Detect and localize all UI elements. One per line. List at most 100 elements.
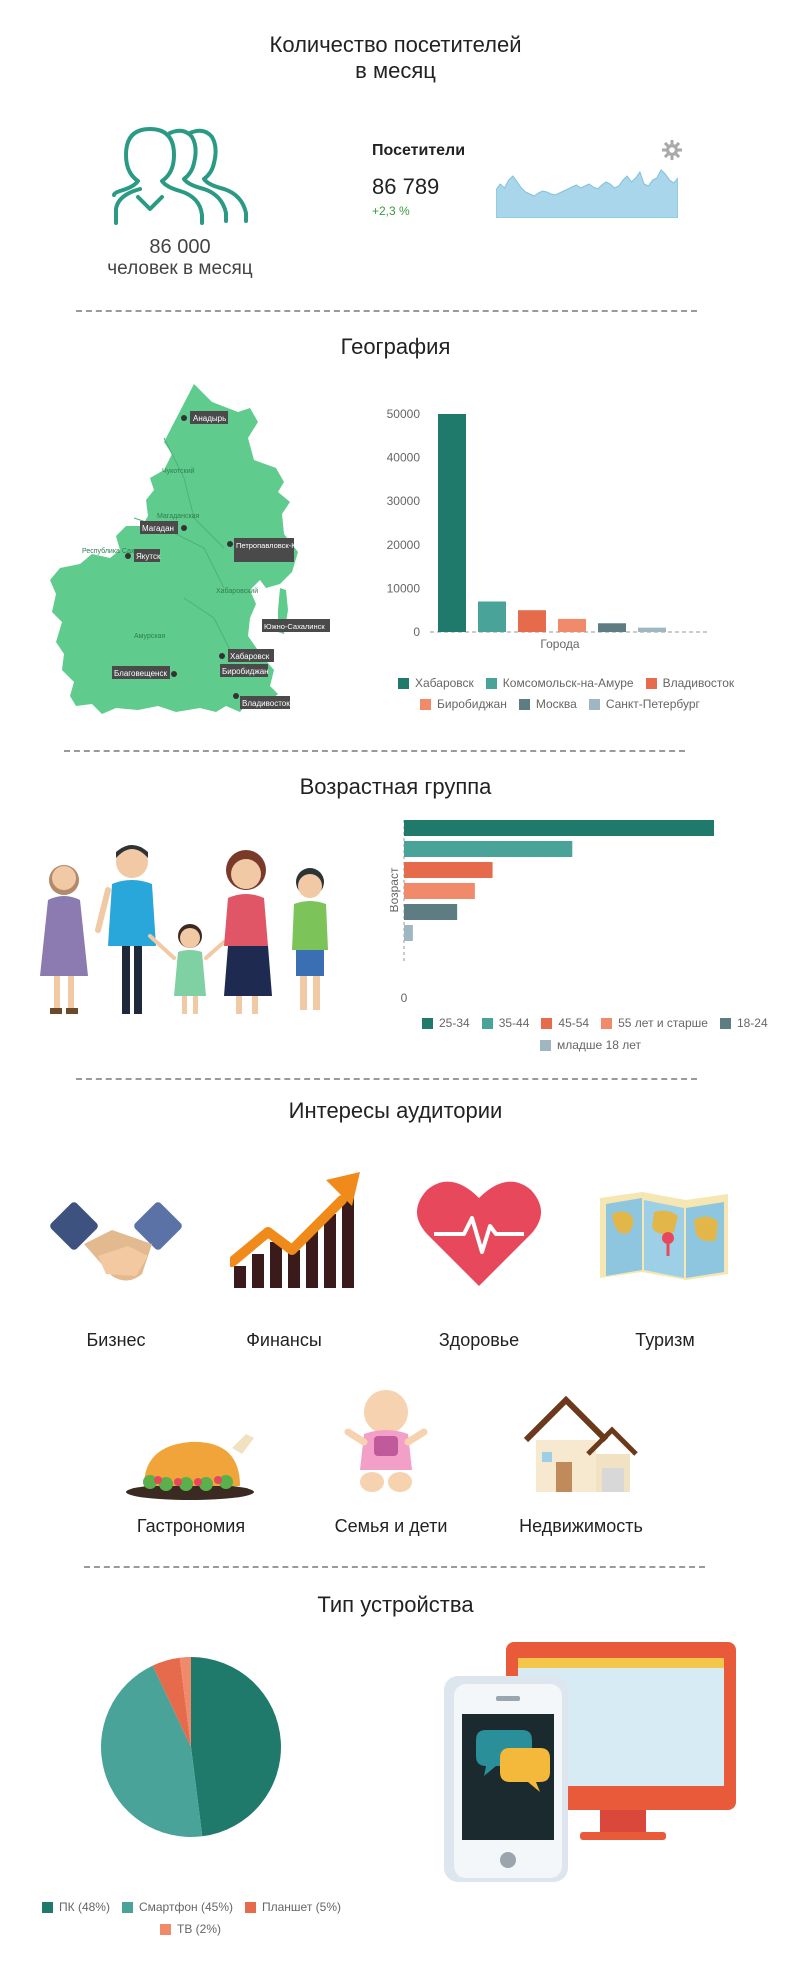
geo-bar xyxy=(438,414,466,632)
devices-pie-chart xyxy=(101,1657,281,1837)
age-bar xyxy=(404,925,413,941)
age-bar xyxy=(404,862,493,878)
map-label-magadan: Магадан xyxy=(142,524,174,533)
pie-legend-swatch xyxy=(42,1901,53,1913)
pie-slice xyxy=(101,1665,203,1837)
geo-bar xyxy=(518,610,546,632)
pie-legend-swatch xyxy=(244,1901,256,1913)
age-legend-swatch xyxy=(719,1017,731,1029)
geography-bar-chart: 0 10000 20000 30000 40000 50000 Города xyxy=(387,407,710,651)
geo-y-tick-label: 10000 xyxy=(387,581,421,595)
geo-legend-swatch xyxy=(645,677,657,689)
age-legend-item[interactable]: 25-34 xyxy=(422,1016,470,1030)
map-label-khabarovsk: Хабаровск xyxy=(230,652,270,661)
divider-1 xyxy=(76,310,697,312)
age-legend-row-2: младше 18 лет xyxy=(540,1038,653,1054)
geo-legend-label: Биробиджан xyxy=(437,697,507,711)
interest-label-realestate: Недвижимость xyxy=(519,1516,643,1536)
geo-legend-swatch xyxy=(485,677,497,689)
svg-text:Амурская: Амурская xyxy=(134,633,165,640)
map-label-blagoveshchensk: Благовещенск xyxy=(114,669,167,678)
age-legend-label: младше 18 лет xyxy=(557,1038,642,1052)
geo-y-tick-label: 20000 xyxy=(387,538,421,552)
geo-legend-swatch xyxy=(518,698,530,710)
gear-icon[interactable] xyxy=(662,140,682,160)
real-estate-house-icon xyxy=(523,1396,638,1492)
geo-bar xyxy=(598,623,626,632)
mom-figure xyxy=(224,850,272,1014)
geo-legend-item[interactable]: Санкт-Петербург xyxy=(588,697,700,711)
age-legend-item[interactable]: 45-54 xyxy=(541,1016,589,1030)
interest-label-finance: Финансы xyxy=(246,1330,322,1350)
geo-legend-item[interactable]: Москва xyxy=(518,697,577,711)
geo-bar xyxy=(478,601,506,632)
age-legend-swatch xyxy=(601,1017,613,1029)
pie-slice xyxy=(179,1657,191,1747)
geo-y-tick-label: 50000 xyxy=(387,407,421,421)
visitors-count-caption: человек в месяц xyxy=(107,258,253,279)
handshake-icon xyxy=(50,1202,182,1281)
devices-legend-row-1: ПК (48%) Смартфон (45%) Планшет (5%) xyxy=(42,1900,353,1916)
age-legend-item[interactable]: 18-24 xyxy=(719,1016,768,1030)
geo-legend-item[interactable]: Биробиджан xyxy=(420,697,507,711)
pie-slice xyxy=(152,1657,191,1747)
pie-legend-label: Планшет (5%) xyxy=(261,1900,341,1914)
map-label-birobidzhan: Биробиджан xyxy=(222,667,269,676)
geo-legend-swatch xyxy=(398,677,409,689)
health-heart-icon xyxy=(417,1181,541,1286)
pie-legend-item[interactable]: ПК (48%) xyxy=(42,1900,110,1914)
people-outline-icon xyxy=(112,127,248,225)
geo-legend-swatch xyxy=(420,698,431,710)
interest-label-health: Здоровье xyxy=(438,1330,520,1350)
interest-label-family: Семья и дети xyxy=(334,1516,448,1536)
divider-2 xyxy=(64,750,685,752)
age-legend-label: 35-44 xyxy=(498,1016,530,1030)
dad-figure xyxy=(95,845,156,1014)
map-label-petropavlovsk: Петропавловск-Камчатский xyxy=(236,541,332,550)
geo-legend-label: Москва xyxy=(535,697,577,711)
geo-bar xyxy=(638,627,666,632)
age-bar xyxy=(404,904,458,920)
boy-figure xyxy=(292,868,328,1010)
age-y-axis-label: Возраст xyxy=(390,867,401,912)
visitors-title: Количество посетителей в месяц xyxy=(0,32,791,84)
interest-label-business: Бизнес xyxy=(86,1330,146,1350)
age-legend-label: 25-34 xyxy=(439,1016,470,1030)
geo-legend-item[interactable]: Владивосток xyxy=(645,676,735,690)
pie-legend-item[interactable]: ТВ (2%) xyxy=(160,1922,221,1936)
age-legend-item[interactable]: младше 18 лет xyxy=(540,1038,641,1052)
visitors-sparkline xyxy=(496,169,678,218)
map-label-yakutsk: Якутск xyxy=(136,552,161,561)
visitors-widget: Посетители 86 789 +2,3 % xyxy=(372,140,692,230)
pie-legend-item[interactable]: Планшет (5%) xyxy=(244,1900,341,1914)
geo-legend-item[interactable]: Комсомольск-на-Амуре xyxy=(485,676,634,690)
age-legend-item[interactable]: 55 лет и старше xyxy=(601,1016,708,1030)
geo-legend-label: Владивосток xyxy=(662,676,735,690)
pie-legend-label: Смартфон (45%) xyxy=(138,1900,233,1914)
age-title: Возрастная группа xyxy=(299,774,492,799)
girl-figure xyxy=(148,924,226,1014)
map-label-yuzhno: Южно-Сахалинск xyxy=(264,622,325,631)
geo-x-axis-label: Города xyxy=(540,637,579,651)
pie-legend-label: ТВ (2%) xyxy=(177,1922,222,1936)
geo-legend-item[interactable]: Хабаровск xyxy=(398,676,474,690)
geo-legend-swatch xyxy=(588,698,600,710)
visitors-title-line1: Количество посетителей xyxy=(269,32,522,57)
svg-text:Хабаровский: Хабаровский xyxy=(216,587,258,595)
age-legend-swatch xyxy=(541,1017,553,1029)
geo-y-tick-label: 0 xyxy=(413,625,420,639)
age-zero-label: 0 xyxy=(401,991,408,1005)
geo-legend-label: Санкт-Петербург xyxy=(605,697,700,711)
pie-legend-item[interactable]: Смартфон (45%) xyxy=(121,1900,233,1914)
age-legend-label: 18-24 xyxy=(736,1016,768,1030)
devices-illustration xyxy=(444,1642,736,1882)
family-illustration xyxy=(40,845,328,1014)
geography-legend-row-2: Биробиджан Москва Санкт-Петербург xyxy=(420,697,712,713)
age-legend-item[interactable]: 35-44 xyxy=(481,1016,530,1030)
family-baby-icon xyxy=(344,1390,428,1492)
devices-title: Тип устройства xyxy=(317,1592,474,1617)
svg-text:Магаданская: Магаданская xyxy=(157,513,200,520)
interest-label-tourism: Туризм xyxy=(635,1330,695,1350)
tourism-map-icon xyxy=(600,1192,728,1280)
age-legend-swatch xyxy=(540,1039,551,1051)
